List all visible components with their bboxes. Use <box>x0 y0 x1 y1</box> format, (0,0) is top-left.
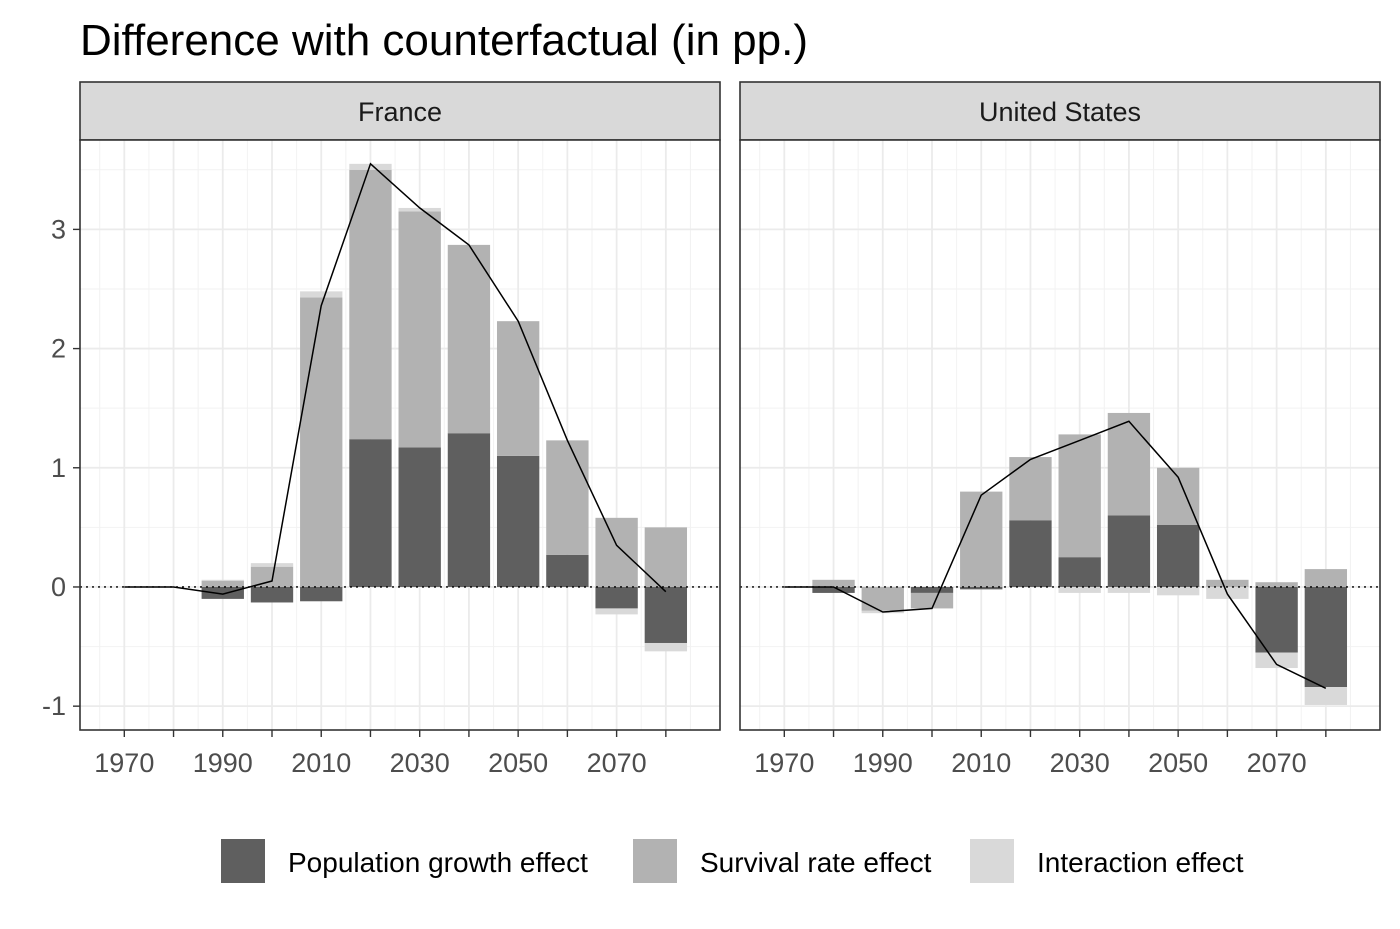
facet-strip-label: France <box>358 97 442 127</box>
total-effect-line <box>124 162 667 595</box>
x-tick-label: 2010 <box>951 748 1011 778</box>
x-tick-label: 2070 <box>587 748 647 778</box>
bar-population-growth-effect-2000 <box>910 586 954 593</box>
y-tick-label: 3 <box>51 214 66 244</box>
bar-survival-rate-effect-1980 <box>812 579 855 587</box>
x-tick-label: 1990 <box>193 748 253 778</box>
bar-interaction-effect-2080 <box>644 642 688 652</box>
legend-label: Survival rate effect <box>700 847 932 878</box>
chart-title: Difference with counterfactual (in pp.) <box>80 16 808 65</box>
x-tick-label: 2030 <box>1050 748 1110 778</box>
bar-interaction-effect-2070 <box>1255 652 1298 669</box>
bar-population-growth-effect-2030 <box>1058 557 1101 587</box>
panel-border <box>739 139 1381 731</box>
bar-survival-rate-effect-2070 <box>1255 582 1298 587</box>
legend-label: Population growth effect <box>288 847 588 878</box>
facet-strip <box>79 81 721 141</box>
bar-population-growth-effect-2020 <box>1009 520 1052 587</box>
bar-population-growth-effect-2070 <box>595 586 638 609</box>
bar-survival-rate-effect-2040 <box>1107 412 1151 516</box>
x-tick-label: 2050 <box>1148 748 1208 778</box>
bar-interaction-effect-1990 <box>201 579 244 582</box>
bar-population-growth-effect-2000 <box>250 586 294 603</box>
bar-survival-rate-effect-2020 <box>1009 457 1052 521</box>
facet-panel-united-states: United States 1970 1990 2010 2030 2050 2070 <box>739 81 1381 778</box>
bar-interaction-effect-2050 <box>1156 586 1200 596</box>
x-tick-label: 1970 <box>94 748 154 778</box>
panels-layer: France 1970 1990 2010 2030 2050 2070 -1 0 1 2 3 Unit… <box>42 81 1381 778</box>
facet-panel-france: France 1970 1990 2010 2030 2050 2070 -1 0 1 2 3 <box>42 81 721 778</box>
bar-interaction-effect-2010 <box>300 291 343 298</box>
bar-interaction-effect-2040 <box>1107 586 1151 593</box>
bar-survival-rate-effect-2020 <box>349 169 392 440</box>
bar-interaction-effect-2070 <box>595 608 638 615</box>
bar-population-growth-effect-1980 <box>812 586 855 593</box>
bar-survival-rate-effect-2010 <box>300 297 343 587</box>
bar-survival-rate-effect-2060 <box>546 440 589 555</box>
bar-survival-rate-effect-2000 <box>910 592 954 609</box>
y-tick-label: -1 <box>42 691 66 721</box>
bar-population-growth-effect-2060 <box>546 554 589 587</box>
bar-survival-rate-effect-2040 <box>447 244 491 434</box>
bar-interaction-effect-2000 <box>250 563 294 567</box>
bar-survival-rate-effect-2010 <box>960 491 1003 587</box>
bar-survival-rate-effect-1990 <box>861 586 904 611</box>
bar-survival-rate-effect-2080 <box>644 527 688 587</box>
y-tick-label: 2 <box>51 334 66 364</box>
y-tick-label: 0 <box>51 572 66 602</box>
y-tick-label: 1 <box>51 453 66 483</box>
facet-strip-label: United States <box>979 97 1141 127</box>
legend-item-interaction-effect: Interaction effect <box>970 839 1244 883</box>
bar-population-growth-effect-2010 <box>300 586 343 602</box>
x-tick-label: 1970 <box>754 748 814 778</box>
bar-population-growth-effect-2020 <box>349 439 392 587</box>
x-tick-label: 1990 <box>853 748 913 778</box>
legend: Population growth effect Survival rate ef… <box>221 839 1244 883</box>
bar-survival-rate-effect-2030 <box>1058 434 1101 558</box>
bar-population-growth-effect-2070 <box>1255 586 1298 653</box>
bar-population-growth-effect-2050 <box>496 455 540 587</box>
bar-survival-rate-effect-2050 <box>496 321 540 456</box>
legend-swatch <box>633 839 677 883</box>
bar-population-growth-effect-2030 <box>398 447 441 587</box>
bar-population-growth-effect-2010 <box>960 586 1003 590</box>
x-tick-label: 2050 <box>488 748 548 778</box>
panel-border <box>79 139 721 731</box>
bar-population-growth-effect-2040 <box>447 433 491 587</box>
x-tick-label: 2030 <box>390 748 450 778</box>
x-tick-label: 2010 <box>291 748 351 778</box>
bar-population-growth-effect-2080 <box>644 586 688 643</box>
bar-survival-rate-effect-2030 <box>398 211 441 448</box>
bar-interaction-effect-2020 <box>349 163 392 170</box>
bar-survival-rate-effect-2070 <box>595 517 638 587</box>
facet-strip <box>739 81 1381 141</box>
bar-survival-rate-effect-2080 <box>1304 569 1348 587</box>
total-effect-line <box>784 420 1327 689</box>
bar-population-growth-effect-2050 <box>1156 524 1200 587</box>
bar-interaction-effect-2080 <box>1304 687 1348 705</box>
legend-swatch <box>970 839 1014 883</box>
bar-population-growth-effect-2080 <box>1304 586 1348 688</box>
bar-population-growth-effect-1990 <box>201 586 244 599</box>
legend-item-population-growth-effect: Population growth effect <box>221 839 588 883</box>
bar-population-growth-effect-2040 <box>1107 515 1151 587</box>
bar-survival-rate-effect-1990 <box>201 581 244 587</box>
bar-interaction-effect-2030 <box>1058 586 1101 593</box>
legend-swatch <box>221 839 265 883</box>
bar-survival-rate-effect-2060 <box>1206 579 1249 587</box>
x-tick-label: 2070 <box>1247 748 1307 778</box>
legend-label: Interaction effect <box>1037 847 1244 878</box>
bar-interaction-effect-2030 <box>398 207 441 212</box>
legend-item-survival-rate-effect: Survival rate effect <box>633 839 932 883</box>
